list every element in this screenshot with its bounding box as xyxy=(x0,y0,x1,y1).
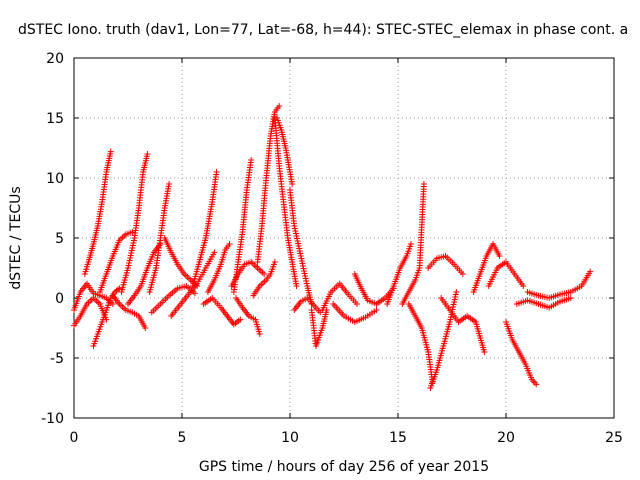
data-point xyxy=(520,283,527,289)
data-point xyxy=(407,241,414,247)
y-tick-label: -10 xyxy=(41,411,64,427)
chart-title: dSTEC Iono. truth (dav1, Lon=77, Lat=-68… xyxy=(18,22,628,38)
data-point xyxy=(166,181,173,187)
data-point xyxy=(276,103,283,109)
data-point xyxy=(293,283,300,289)
data-point xyxy=(109,301,116,307)
data-point xyxy=(567,295,574,301)
data-point xyxy=(496,253,503,259)
y-tick-label: 10 xyxy=(46,171,64,187)
data-point xyxy=(420,181,427,187)
data-point xyxy=(261,271,268,277)
y-tick-label: 20 xyxy=(46,51,64,67)
data-point xyxy=(453,289,460,295)
y-tick-label: -5 xyxy=(50,351,64,367)
y-tick-label: 15 xyxy=(46,111,64,127)
x-tick-label: 15 xyxy=(389,430,407,446)
data-point xyxy=(107,148,114,155)
data-point xyxy=(256,331,263,337)
data-point xyxy=(271,259,278,265)
data-point xyxy=(211,249,218,256)
y-tick-label: 0 xyxy=(55,291,64,307)
data-point xyxy=(459,271,466,277)
x-tick-label: 20 xyxy=(497,430,515,446)
data-point xyxy=(142,325,149,331)
x-tick-label: 5 xyxy=(178,430,187,446)
data-point xyxy=(533,381,540,388)
data-point xyxy=(191,290,198,297)
data-point xyxy=(248,157,255,163)
data-point xyxy=(481,349,488,355)
data-point xyxy=(373,307,380,313)
data-point xyxy=(116,285,123,292)
data-point xyxy=(213,169,220,175)
data-point xyxy=(144,151,151,157)
data-point xyxy=(289,181,296,187)
data-points xyxy=(71,103,594,391)
grid-lines xyxy=(74,58,614,418)
data-point xyxy=(587,268,594,275)
y-tick-label: 5 xyxy=(55,231,64,247)
x-tick-label: 10 xyxy=(281,430,299,446)
data-point xyxy=(226,241,233,247)
x-tick-label: 25 xyxy=(605,430,623,446)
data-point xyxy=(237,316,244,323)
data-point xyxy=(129,229,136,235)
axis-ticks: 0 5 10 15 20 25 -10 -5 0 5 10 15 20 xyxy=(41,51,623,446)
y-axis-label: dSTEC / TECUs xyxy=(8,186,24,289)
x-tick-label: 0 xyxy=(70,430,79,446)
x-axis-label: GPS time / hours of day 256 of year 2015 xyxy=(199,459,489,475)
data-point xyxy=(353,301,360,307)
